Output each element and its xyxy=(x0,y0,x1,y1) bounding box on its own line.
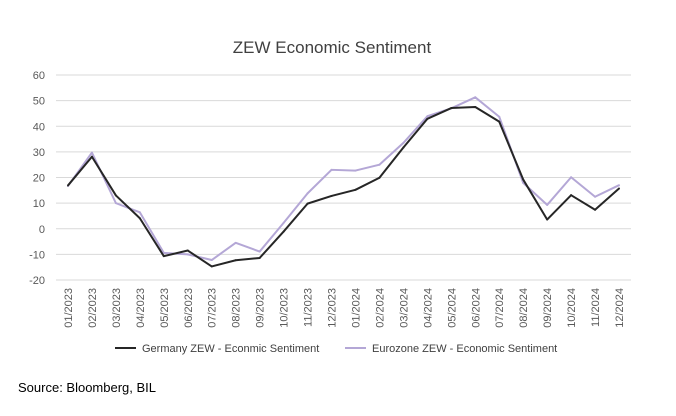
data-point xyxy=(282,221,285,224)
x-tick-label: 02/2023 xyxy=(87,288,99,328)
data-point xyxy=(546,218,549,221)
series-line xyxy=(67,106,620,268)
x-tick-label: 01/2024 xyxy=(350,288,362,328)
data-point xyxy=(402,141,405,144)
data-point xyxy=(618,187,621,190)
data-point xyxy=(186,253,189,256)
x-axis-ticks: 01/2023 02/2023 03/2023 04/2023 05/2023 06/20… xyxy=(63,288,626,328)
data-point xyxy=(162,251,165,254)
data-point xyxy=(426,115,429,118)
x-tick-label: 07/2024 xyxy=(494,288,506,328)
x-tick-label: 08/2023 xyxy=(231,288,243,328)
data-point xyxy=(354,169,357,172)
data-point xyxy=(450,107,453,110)
y-tick-label: 40 xyxy=(33,121,45,133)
x-tick-label: 12/2024 xyxy=(614,288,626,328)
data-point xyxy=(570,194,573,197)
data-point xyxy=(282,230,285,233)
data-point xyxy=(258,250,261,253)
data-point xyxy=(402,146,405,149)
data-point xyxy=(306,202,309,205)
data-point xyxy=(138,217,141,220)
data-point xyxy=(138,211,141,214)
data-point xyxy=(618,184,621,187)
data-point xyxy=(162,255,165,258)
data-point xyxy=(378,163,381,166)
data-point xyxy=(354,188,357,191)
chart-title: ZEW Economic Sentiment xyxy=(233,38,432,57)
data-point xyxy=(570,176,573,179)
x-tick-label: 06/2023 xyxy=(183,288,195,328)
data-point xyxy=(234,241,237,244)
data-point xyxy=(210,265,213,268)
x-tick-label: 03/2023 xyxy=(111,288,123,328)
data-point xyxy=(378,176,381,179)
y-tick-label: 10 xyxy=(33,198,45,210)
x-tick-label: 04/2024 xyxy=(422,288,434,328)
data-point xyxy=(594,195,597,198)
data-point xyxy=(474,106,477,109)
y-tick-label: 50 xyxy=(33,96,45,108)
data-point xyxy=(186,249,189,252)
series-0 xyxy=(66,106,621,268)
y-tick-label: -10 xyxy=(29,249,45,261)
x-tick-label: 11/2024 xyxy=(590,288,602,327)
x-tick-label: 06/2024 xyxy=(470,288,482,328)
y-tick-label: 20 xyxy=(33,173,45,185)
y-tick-label: 60 xyxy=(33,70,45,82)
x-tick-label: 12/2023 xyxy=(327,288,339,328)
series-lines xyxy=(66,96,621,268)
x-tick-label: 09/2023 xyxy=(255,288,267,328)
data-point xyxy=(330,168,333,171)
x-tick-label: 10/2024 xyxy=(566,288,578,328)
data-point xyxy=(66,184,69,187)
x-tick-label: 04/2023 xyxy=(135,288,147,328)
data-point xyxy=(114,194,117,197)
series-1 xyxy=(66,96,621,262)
data-point xyxy=(210,259,213,262)
x-tick-label: 02/2024 xyxy=(374,288,386,328)
x-tick-label: 01/2023 xyxy=(63,288,75,328)
x-tick-label: 09/2024 xyxy=(542,288,554,328)
data-point xyxy=(90,155,93,158)
x-tick-label: 10/2023 xyxy=(279,288,291,328)
data-point xyxy=(306,192,309,195)
data-point xyxy=(546,203,549,206)
x-tick-label: 11/2023 xyxy=(303,288,315,327)
data-point xyxy=(258,256,261,259)
y-tick-label: 30 xyxy=(33,147,45,159)
data-point xyxy=(90,151,93,154)
data-point xyxy=(522,178,525,181)
data-point xyxy=(594,208,597,211)
data-point xyxy=(330,194,333,197)
legend-label: Eurozone ZEW - Economic Sentiment xyxy=(372,343,557,355)
x-tick-label: 03/2024 xyxy=(398,288,410,328)
x-tick-label: 08/2024 xyxy=(518,288,530,328)
data-point xyxy=(522,181,525,184)
x-tick-label: 05/2024 xyxy=(446,288,458,328)
legend-label: Germany ZEW - Econmic Sentiment xyxy=(142,343,319,355)
legend: Germany ZEW - Econmic Sentiment Eurozone … xyxy=(115,343,557,355)
x-tick-label: 07/2023 xyxy=(207,288,219,328)
x-tick-label: 05/2023 xyxy=(159,288,171,328)
gridlines xyxy=(56,74,631,281)
y-axis-ticks: 60 50 40 30 20 10 0 -10 -20 xyxy=(29,70,45,287)
source-note: Source: Bloomberg, BIL xyxy=(18,380,157,395)
y-tick-label: -20 xyxy=(29,275,45,287)
data-point xyxy=(498,120,501,123)
y-tick-label: 0 xyxy=(39,224,45,236)
data-point xyxy=(426,117,429,120)
data-point xyxy=(114,202,117,205)
data-point xyxy=(234,259,237,262)
data-point xyxy=(498,115,501,118)
data-point xyxy=(474,96,477,99)
